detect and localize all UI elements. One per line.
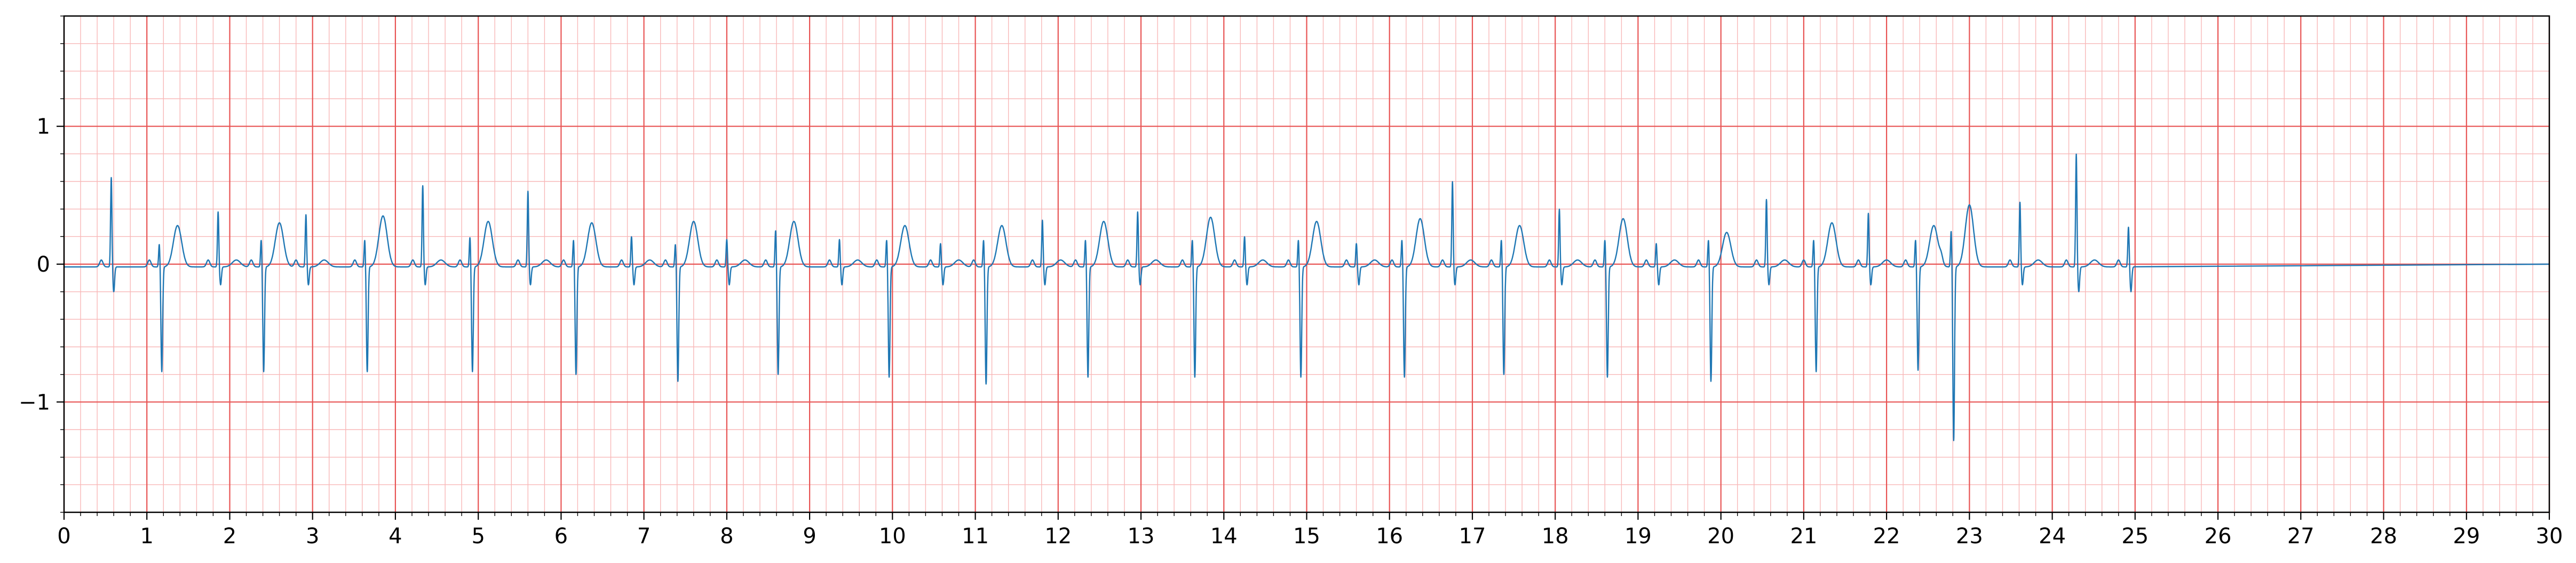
y-tick-label: 0 xyxy=(37,252,50,277)
x-tick-label: 25 xyxy=(2121,524,2149,549)
x-tick-label: 5 xyxy=(471,524,485,549)
x-tick-label: 19 xyxy=(1624,524,1652,549)
x-tick-label: 2 xyxy=(223,524,236,549)
x-tick-label: 9 xyxy=(803,524,816,549)
x-tick-label: 30 xyxy=(2536,524,2563,549)
y-tick-label: 1 xyxy=(37,115,50,139)
x-axis: 0 1 2 3 4 5 6 7 8 9 10 11 12 13 14 15 16 17 18 19 20 21 22 23 24… xyxy=(57,512,2563,549)
x-tick-label: 28 xyxy=(2370,524,2397,549)
x-tick-label: 3 xyxy=(306,524,319,549)
x-tick-label: 27 xyxy=(2287,524,2315,549)
x-tick-label: 26 xyxy=(2205,524,2232,549)
x-tick-label: 12 xyxy=(1044,524,1072,549)
y-axis: −1 0 1 xyxy=(19,15,64,513)
x-tick-label: 17 xyxy=(1459,524,1486,549)
plot-area xyxy=(64,153,2550,441)
x-tick-label: 0 xyxy=(57,524,70,549)
ecg-trace xyxy=(64,153,2550,441)
x-tick-label: 11 xyxy=(962,524,989,549)
x-tick-label: 4 xyxy=(389,524,402,549)
x-tick-label: 21 xyxy=(1790,524,1817,549)
x-tick-label: 29 xyxy=(2453,524,2480,549)
x-tick-label: 15 xyxy=(1293,524,1320,549)
x-tick-label: 18 xyxy=(1542,524,1569,549)
y-tick-label: −1 xyxy=(19,390,50,415)
x-tick-label: 14 xyxy=(1210,524,1238,549)
x-tick-label: 6 xyxy=(554,524,568,549)
x-tick-label: 8 xyxy=(720,524,733,549)
x-tick-label: 7 xyxy=(637,524,651,549)
x-tick-label: 16 xyxy=(1376,524,1403,549)
x-tick-label: 22 xyxy=(1873,524,1900,549)
x-tick-label: 13 xyxy=(1128,524,1155,549)
x-tick-label: 23 xyxy=(1956,524,1983,549)
x-tick-label: 20 xyxy=(1707,524,1734,549)
x-tick-label: 10 xyxy=(879,524,906,549)
x-tick-label: 1 xyxy=(140,524,153,549)
x-tick-label: 24 xyxy=(2039,524,2066,549)
